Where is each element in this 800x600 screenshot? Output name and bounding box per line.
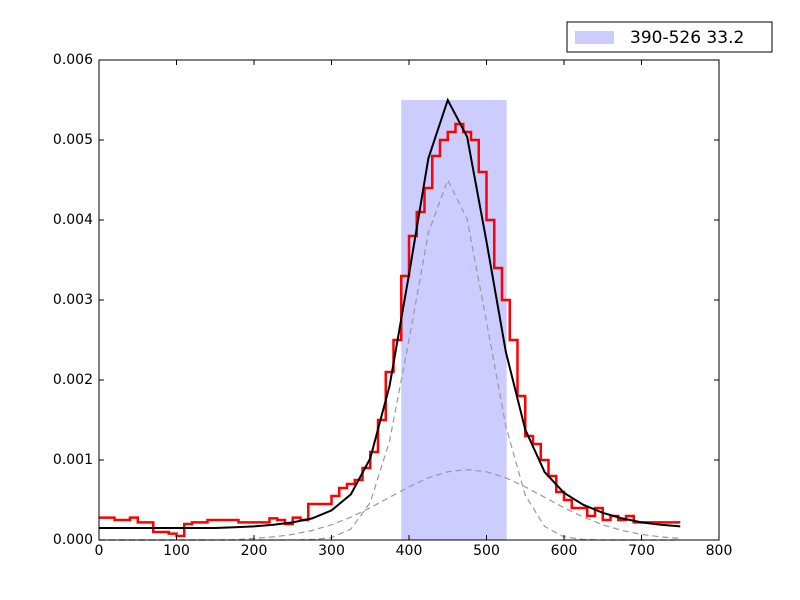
y-tick-label: 0.001 — [53, 452, 93, 468]
x-tick-label: 300 — [318, 543, 345, 559]
series-line — [99, 122, 681, 538]
series-line — [99, 97, 681, 529]
y-tick-label: 0.002 — [53, 372, 93, 388]
y-tick-label: 0.004 — [53, 212, 93, 228]
x-tick-label: 800 — [706, 543, 733, 559]
x-tick-label: 400 — [396, 543, 423, 559]
x-tick-label: 200 — [241, 543, 268, 559]
series-line — [99, 178, 681, 541]
y-tick-label: 0.006 — [53, 52, 93, 68]
y-tick-label: 0.005 — [53, 132, 93, 148]
legend-swatch — [575, 31, 614, 44]
x-tick-label: 100 — [163, 543, 190, 559]
span — [401, 100, 507, 540]
legend-label: 390-526 33.2 — [630, 28, 744, 48]
x-tick-label: 0 — [95, 543, 104, 559]
x-tick-label: 500 — [473, 543, 500, 559]
y-tick-label: 0.003 — [53, 292, 93, 308]
y-tick-label: 0.000 — [53, 532, 93, 548]
x-tick-label: 600 — [551, 543, 578, 559]
x-tick-label: 700 — [628, 543, 655, 559]
